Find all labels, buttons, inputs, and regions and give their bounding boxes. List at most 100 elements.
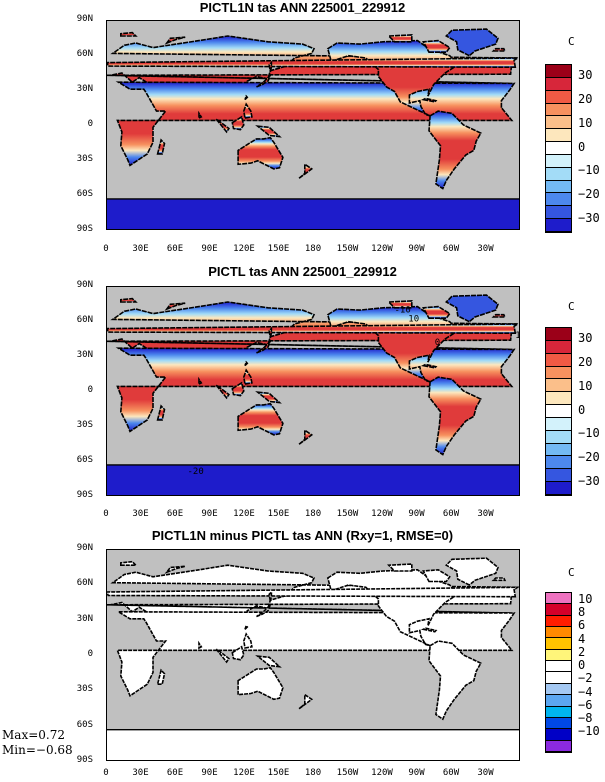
- colorbar-label: −6: [578, 697, 593, 712]
- lon-tick-label: 120E: [233, 244, 255, 254]
- colorbar-segment: [546, 661, 571, 673]
- colorbar-label: −20: [578, 450, 600, 465]
- lon-tick-label: 60W: [442, 509, 460, 519]
- lon-tick-label: 90E: [201, 768, 218, 778]
- landmass-taiwan: [244, 94, 249, 101]
- colorbar-label: 0: [578, 658, 586, 673]
- lat-tick-label: 60N: [76, 49, 93, 59]
- landmass-japan: [256, 74, 272, 88]
- lon-tick-label: 30E: [132, 244, 149, 254]
- landmass-greenland: [444, 28, 499, 57]
- lat-tick-label: 90N: [76, 14, 93, 24]
- landmass-baffin: [422, 305, 451, 320]
- lon-tick-label: 150E: [267, 244, 290, 254]
- landmass-samerica: [428, 640, 482, 721]
- colorbar-segment: [546, 683, 571, 696]
- lon-tick-label: 150W: [336, 768, 359, 778]
- landmass-iceland: [491, 313, 507, 318]
- map-canvas: [107, 557, 519, 760]
- colorbar-segment: [546, 740, 571, 752]
- lon-tick-label: 60W: [442, 768, 460, 778]
- lat-tick-label: 60S: [76, 455, 93, 465]
- colorbar-label: −10: [578, 724, 600, 739]
- lon-tick-label: 150W: [336, 509, 359, 519]
- colorbar-label: 30: [578, 330, 593, 345]
- colorbar-segment: [546, 90, 571, 104]
- colorbar-label: 10: [578, 115, 593, 130]
- panel-1-colorbar: [545, 64, 572, 233]
- landmass-cuba: [420, 97, 438, 103]
- panel-3-title: PICTL1N minus PICTL tas ANN (Rxy=1, RMSE…: [151, 528, 454, 543]
- colorbar-label: −4: [578, 684, 593, 699]
- panel-3-map: [106, 549, 520, 761]
- colorbar-segment: [546, 340, 571, 354]
- colorbar-segment: [546, 392, 571, 406]
- lon-tick-label: 180: [304, 244, 322, 254]
- lon-tick-label: 90W: [408, 244, 425, 254]
- colorbar-segment: [546, 154, 571, 168]
- lon-tick-label: 90W: [408, 768, 425, 778]
- colorbar-label: 8: [578, 605, 586, 620]
- colorbar-segment: [546, 328, 571, 341]
- colorbar-segment: [546, 695, 571, 707]
- colorbar-segment: [546, 469, 571, 483]
- colorbar-segment: [546, 405, 571, 418]
- lon-tick-label: 180: [304, 768, 322, 778]
- colorbar-segment: [546, 482, 571, 495]
- colorbar-segment: [546, 717, 571, 730]
- colorbar-segment: [546, 180, 571, 194]
- colorbar-segment: [546, 219, 571, 232]
- panel-3-colorbar: [545, 592, 572, 753]
- landmass-baffin: [422, 568, 451, 583]
- lon-tick-label: 0: [103, 768, 109, 778]
- colorbar-label: 0: [578, 139, 586, 154]
- colorbar-label: 6: [578, 618, 586, 633]
- lon-tick-label: 0: [103, 509, 109, 519]
- colorbar-label: 10: [578, 378, 593, 393]
- landmass-novaya: [164, 36, 186, 45]
- lon-tick-label: 120W: [371, 768, 393, 778]
- lon-tick-label: 30W: [477, 768, 494, 778]
- landmass-indonesia1: [215, 118, 230, 134]
- landmass-baffin: [422, 39, 451, 54]
- colorbar-segment: [546, 649, 571, 662]
- panel-1-colorbar-unit: C: [568, 35, 575, 48]
- colorbar-label: 20: [578, 91, 593, 106]
- lat-tick-label: 60S: [76, 189, 93, 199]
- colorbar-segment: [546, 604, 571, 616]
- lat-tick-label: 30N: [76, 84, 93, 94]
- colorbar-segment: [546, 129, 571, 143]
- antarctica: [107, 729, 519, 760]
- colorbar-segment: [546, 206, 571, 220]
- lat-tick-label: 60S: [76, 719, 93, 730]
- lon-tick-label: 60E: [166, 244, 184, 254]
- landmass-srilanka: [198, 376, 203, 386]
- panel-2-colorbar-unit: C: [568, 300, 575, 313]
- landmass-philippines: [242, 102, 253, 120]
- max-readout: Max=0.72: [2, 728, 65, 742]
- colorbar-label: 0: [578, 402, 586, 417]
- colorbar-label: −30: [578, 211, 600, 226]
- lon-tick-label: 150E: [267, 768, 290, 778]
- landmass-novaya: [164, 302, 186, 311]
- colorbar-segment: [546, 729, 571, 741]
- landmass-australia: [237, 136, 284, 170]
- lon-tick-label: 60E: [166, 509, 184, 519]
- min-readout: Min=−0.68: [2, 743, 73, 757]
- landmass-svalbard: [120, 297, 138, 303]
- lon-tick-label: 120E: [233, 768, 255, 778]
- landmass-indonesia2: [231, 381, 245, 397]
- contour-label: -20: [188, 467, 204, 477]
- lat-tick-label: 60N: [76, 578, 93, 589]
- lon-tick-label: 30E: [132, 768, 149, 778]
- landmass-indonesia2: [231, 645, 245, 661]
- landmass-greenland: [445, 557, 499, 586]
- landmass-greenland: [444, 294, 499, 323]
- landmass-cuba: [420, 627, 438, 633]
- landmass-cuba: [420, 363, 438, 369]
- colorbar-segment: [546, 706, 571, 718]
- colorbar-segment: [546, 456, 571, 470]
- colorbar-label: −10: [578, 163, 600, 178]
- colorbar-segment: [546, 615, 571, 628]
